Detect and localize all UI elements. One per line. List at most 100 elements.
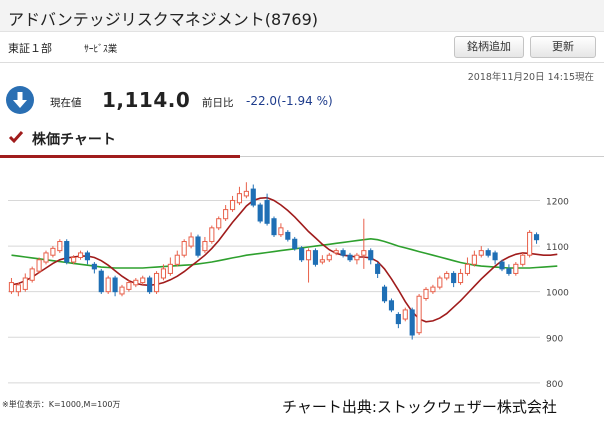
candle — [430, 284, 436, 294]
candle — [381, 284, 388, 304]
candle — [195, 234, 201, 258]
candle — [223, 205, 229, 221]
candle — [305, 248, 312, 283]
candle — [64, 239, 70, 265]
candle — [292, 236, 298, 251]
candle — [264, 193, 270, 226]
candle — [57, 239, 63, 253]
candle — [105, 275, 111, 294]
candle — [354, 252, 360, 265]
candle — [112, 275, 118, 297]
candle — [347, 252, 353, 263]
candle — [319, 255, 325, 265]
section-title: 株価チャート — [32, 132, 116, 148]
candle — [437, 275, 443, 290]
ma-short-line — [11, 196, 558, 323]
candle — [444, 271, 450, 281]
candle — [133, 278, 139, 288]
candle — [50, 246, 56, 258]
change-label: 前日比 — [202, 97, 234, 109]
candle — [8, 278, 15, 294]
candle — [485, 248, 491, 258]
candle — [229, 195, 236, 212]
current-price: 1,114.0 — [102, 88, 191, 112]
candle — [423, 287, 429, 301]
sub-header: 東証１部 ｻｰﾋﾞｽ業 銘柄追加 更新 — [0, 32, 604, 63]
candle — [236, 186, 243, 206]
candle — [375, 262, 381, 278]
quote-timestamp: 2018年11月20日 14:15現在 — [467, 72, 594, 83]
chart-source: チャート出典:ストックウェザー株式会社 — [282, 398, 557, 416]
arrow-down-icon — [6, 86, 34, 114]
candle — [91, 262, 97, 274]
candle — [153, 271, 160, 294]
candle — [160, 264, 167, 281]
candle — [513, 262, 519, 276]
candle — [340, 248, 346, 258]
candle — [409, 307, 415, 340]
refresh-button[interactable]: 更新 — [530, 36, 596, 58]
stock-chart: 800 900 1000 1100 1200 — [8, 182, 569, 390]
ma-long-line — [11, 237, 558, 269]
candle — [451, 271, 457, 288]
candle — [464, 257, 471, 276]
candle — [333, 248, 339, 256]
candle — [395, 312, 401, 329]
unit-note: ※単位表示：K=1000,M=100万 — [2, 400, 121, 409]
candle — [361, 218, 367, 269]
candle — [167, 257, 173, 276]
candle — [285, 230, 291, 242]
candle — [36, 257, 42, 274]
section-divider — [240, 156, 604, 157]
y-tick-label: 800 — [546, 380, 563, 390]
candle — [216, 216, 222, 231]
candle — [326, 252, 332, 263]
candle — [140, 275, 146, 285]
candle — [257, 202, 263, 224]
candle — [174, 250, 180, 267]
candle — [209, 225, 215, 244]
candle — [181, 239, 187, 258]
industry-label: ｻｰﾋﾞｽ業 — [84, 44, 118, 55]
candle — [126, 280, 132, 292]
price-change: -22.0(-1.94 %) — [246, 94, 333, 108]
candle — [402, 307, 408, 322]
candle — [15, 282, 21, 297]
check-icon — [8, 131, 24, 144]
market-label: 東証１部 — [8, 42, 52, 55]
candle — [22, 273, 28, 292]
candle — [243, 182, 249, 199]
candle — [71, 255, 77, 265]
candle — [506, 264, 512, 276]
y-tick-label: 1100 — [546, 243, 569, 253]
y-tick-label: 1000 — [546, 289, 569, 299]
page-title: アドバンテッジリスクマネジメント(8769) — [8, 10, 319, 29]
add-watchlist-button[interactable]: 銘柄追加 — [454, 36, 524, 58]
candle — [527, 230, 533, 258]
candle — [98, 268, 104, 294]
candle — [147, 275, 153, 294]
candle — [416, 293, 422, 335]
title-bar: アドバンテッジリスクマネジメント(8769) — [0, 0, 604, 32]
candle — [278, 223, 284, 237]
candle — [299, 246, 305, 263]
candle — [77, 250, 84, 260]
candle — [499, 259, 505, 272]
candle — [84, 250, 91, 265]
candle — [471, 250, 477, 267]
candle — [250, 184, 256, 208]
candle — [533, 232, 540, 244]
section-underline — [0, 155, 240, 158]
candle — [43, 250, 49, 265]
candle — [29, 266, 35, 283]
candle — [478, 246, 484, 258]
y-tick-label: 900 — [546, 334, 563, 344]
current-price-label: 現在値 — [50, 97, 82, 109]
candle — [119, 284, 125, 297]
candle — [271, 216, 277, 237]
candle — [312, 248, 319, 267]
y-tick-label: 1200 — [546, 197, 569, 207]
candle — [368, 248, 374, 265]
candle — [388, 298, 395, 313]
candle — [520, 252, 526, 267]
